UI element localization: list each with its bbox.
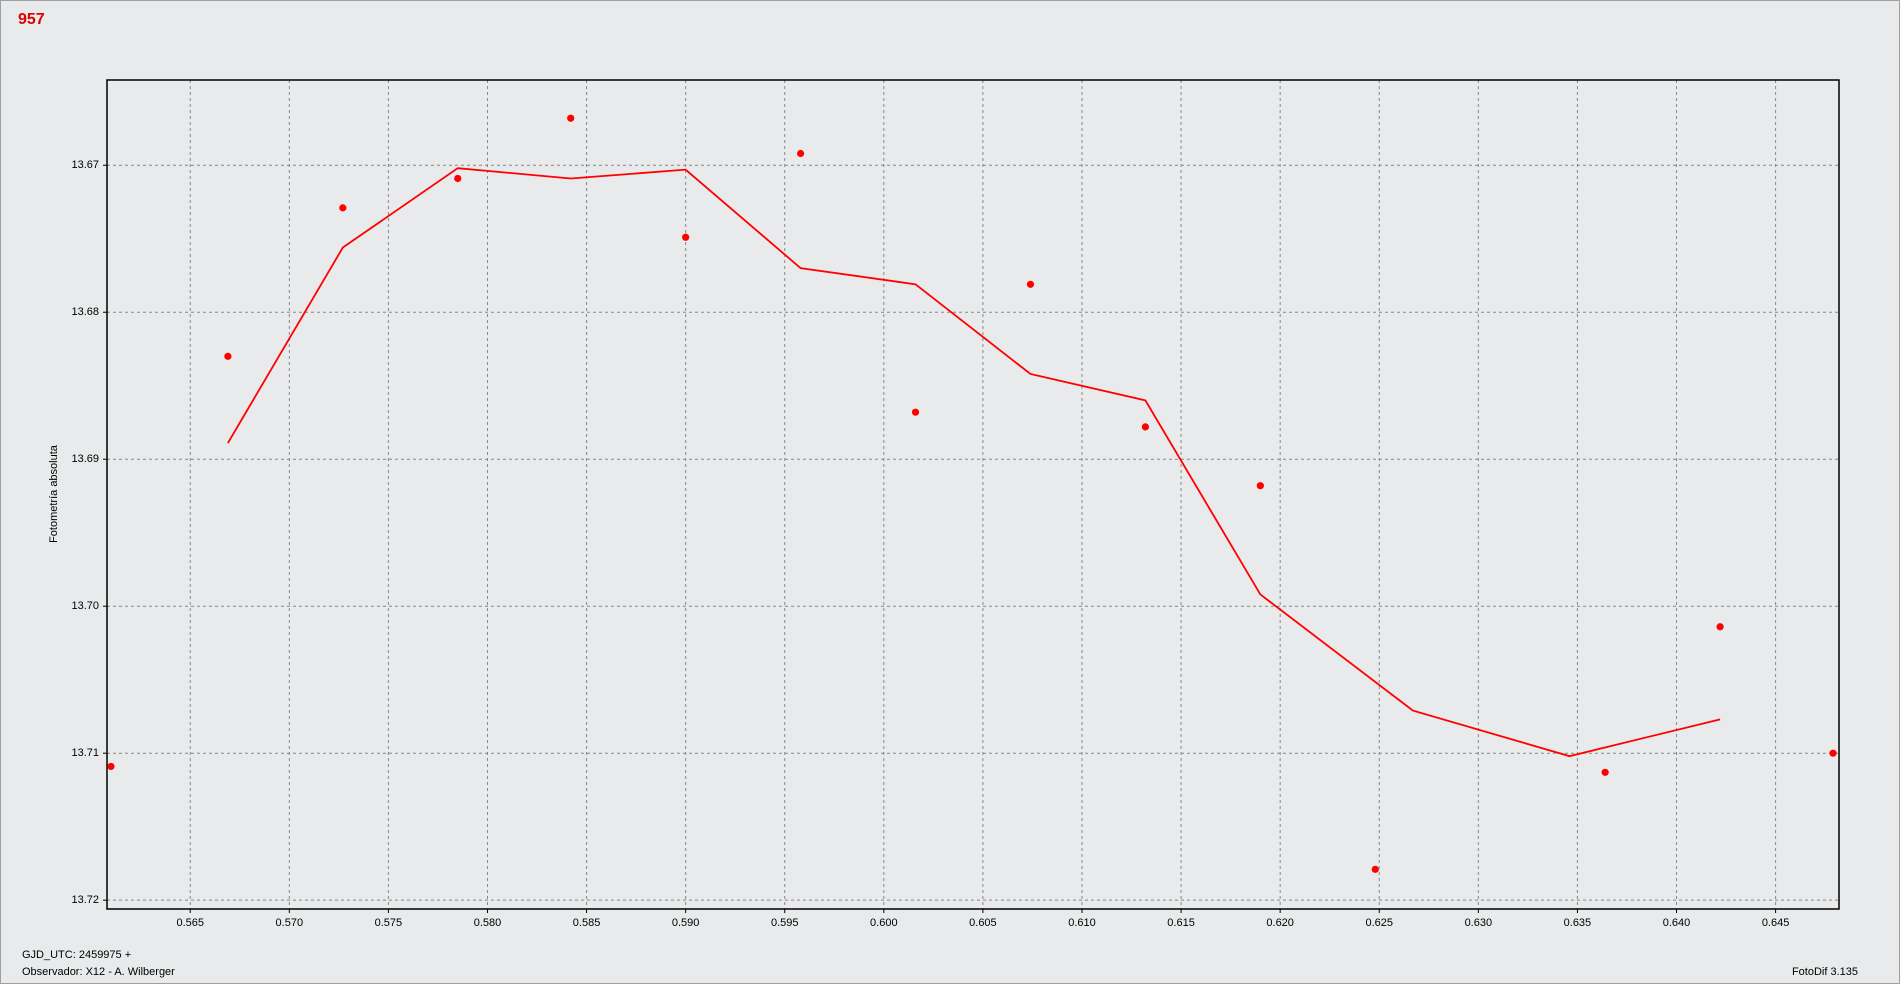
x-tick-label: 0.640 <box>1663 917 1691 929</box>
y-tick-label: 13.70 <box>71 600 99 612</box>
x-tick-label: 0.610 <box>1068 917 1096 929</box>
footer-text: Observador: X12 - A. Wilberger <box>22 966 175 978</box>
data-point <box>1141 423 1150 431</box>
data-point <box>107 762 115 771</box>
data-point <box>1829 749 1837 757</box>
y-tick-label: 13.71 <box>71 747 99 759</box>
x-tick-label: 0.575 <box>375 917 403 929</box>
x-tick-label: 0.595 <box>771 917 799 929</box>
plot-frame <box>106 79 1840 910</box>
y-tick-label: 13.69 <box>71 453 99 465</box>
x-tick-label: 0.625 <box>1365 917 1393 929</box>
x-tick-label: 0.630 <box>1465 917 1493 929</box>
footer-text: GJD_UTC: 2459975 + <box>22 949 131 961</box>
y-tick-label: 13.68 <box>71 306 99 318</box>
x-tick-label: 0.565 <box>176 917 204 929</box>
y-tick-label: 13.67 <box>71 159 99 171</box>
x-tick-label: 0.620 <box>1266 917 1294 929</box>
data-point <box>1256 482 1264 490</box>
y-axis-label: Fotometría absoluta <box>48 444 60 543</box>
x-tick-label: 0.585 <box>573 917 601 929</box>
data-point <box>1716 623 1724 631</box>
data-point <box>1601 768 1609 776</box>
x-tick-label: 0.580 <box>474 917 502 929</box>
data-point <box>1026 280 1035 288</box>
data-point <box>682 233 690 241</box>
data-point <box>796 149 805 158</box>
data-point <box>339 204 347 212</box>
x-tick-label: 0.605 <box>969 917 997 929</box>
x-tick-label: 0.600 <box>870 917 898 929</box>
data-point <box>224 352 232 360</box>
data-point <box>567 114 575 122</box>
data-point <box>454 174 462 183</box>
footer-text: FotoDif 3.135 <box>1792 966 1858 978</box>
data-point <box>911 408 920 416</box>
chart-title: 957 <box>18 11 45 28</box>
data-point <box>1371 865 1379 873</box>
x-tick-label: 0.570 <box>276 917 304 929</box>
x-tick-label: 0.635 <box>1564 917 1592 929</box>
x-tick-label: 0.615 <box>1167 917 1195 929</box>
x-tick-label: 0.645 <box>1762 917 1790 929</box>
y-tick-label: 13.72 <box>71 894 99 906</box>
trend-line <box>227 167 1721 758</box>
x-tick-label: 0.590 <box>672 917 700 929</box>
